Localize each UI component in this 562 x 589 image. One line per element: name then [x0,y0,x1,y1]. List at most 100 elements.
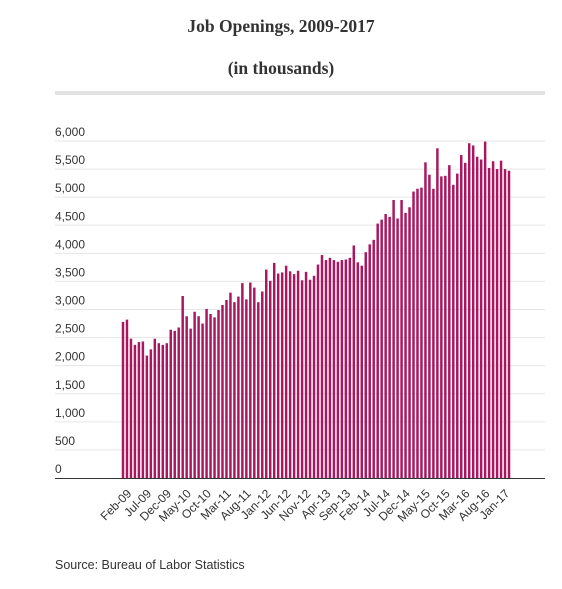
bar [169,329,172,478]
bar [380,219,383,478]
bar [344,259,348,478]
bar [149,349,153,478]
bar [253,287,256,478]
bar [269,280,272,478]
bar [487,167,491,478]
bar [288,271,292,478]
y-tick-label: 4,000 [55,237,85,251]
x-axis-labels: Feb-09Jul-09Dec-09May-10Oct-10Mar-11Aug-… [98,486,513,524]
title-divider [55,91,545,95]
bar [495,169,499,478]
y-tick-label: 2,000 [55,350,85,364]
bar [241,283,244,478]
chart-title: Job Openings, 2009-2017 [187,16,375,36]
bar [432,188,435,479]
bar [177,327,180,478]
bar [153,338,157,478]
y-axis-labels: 0 500 1,000 1,500 2,000 2,500 3,000 3,500 4,000 4… [55,125,85,476]
bar [320,255,324,478]
bar [412,191,415,479]
bar [491,161,495,478]
bar [312,275,316,478]
bar [308,279,312,478]
bar [404,212,407,478]
bar [400,199,403,479]
source-note: Source: Bureau of Labor Statistics [55,558,245,572]
bar [368,244,371,478]
bar [352,245,356,478]
bar [197,316,200,478]
y-tick-label: 500 [55,434,75,448]
bar [336,261,340,478]
y-tick-label: 3,500 [55,265,85,279]
bar [165,343,168,478]
bar [483,141,487,478]
bar [245,299,248,478]
bar [249,282,252,478]
bar [261,291,264,478]
y-tick-label: 5,500 [55,153,85,167]
bar [324,260,328,478]
bar [145,355,149,478]
bar [396,218,399,478]
bar [372,239,375,478]
bar [452,184,455,478]
bar [384,214,387,478]
bar [408,207,411,478]
bar [416,188,419,479]
bar [436,148,439,479]
bar [356,262,360,478]
y-tick-label: 6,000 [55,125,85,139]
bar [141,341,145,478]
bar [157,343,161,478]
bar [499,160,503,478]
bar [233,302,236,478]
bar [205,308,208,478]
bar [420,187,423,478]
bar [348,257,352,478]
bar [328,257,332,478]
bar [292,274,296,478]
bar [133,344,137,478]
bar [129,338,133,478]
y-tick-label: 1,000 [55,406,85,420]
bar [456,173,459,478]
bar [467,143,471,478]
bar [185,316,188,478]
bar [388,216,391,478]
bar [316,264,320,478]
bar [376,223,379,478]
bar [213,317,216,478]
bar [507,170,511,478]
bar [392,199,395,479]
bar [340,260,344,478]
bar [280,272,284,478]
bar [257,302,260,478]
bar [181,296,184,478]
bar [229,292,232,478]
bar [364,252,367,478]
bar [479,159,483,479]
bar [193,311,196,478]
bar [304,271,308,478]
bar [125,319,129,478]
bar [201,323,204,478]
bar [189,328,192,478]
bar [173,330,176,478]
bar [475,156,479,479]
bar [332,260,336,478]
bar [428,174,431,478]
bar [265,269,268,478]
y-tick-label: 2,500 [55,322,85,336]
bar [448,165,451,478]
bar [360,265,363,478]
chart-subtitle: (in thousands) [227,58,335,78]
bar [424,162,427,478]
bar [161,344,165,478]
bar [503,169,507,478]
bar [460,155,463,479]
bar [276,273,280,478]
bar [296,270,300,478]
bar [237,296,240,478]
y-tick-label: 0 [55,462,62,476]
